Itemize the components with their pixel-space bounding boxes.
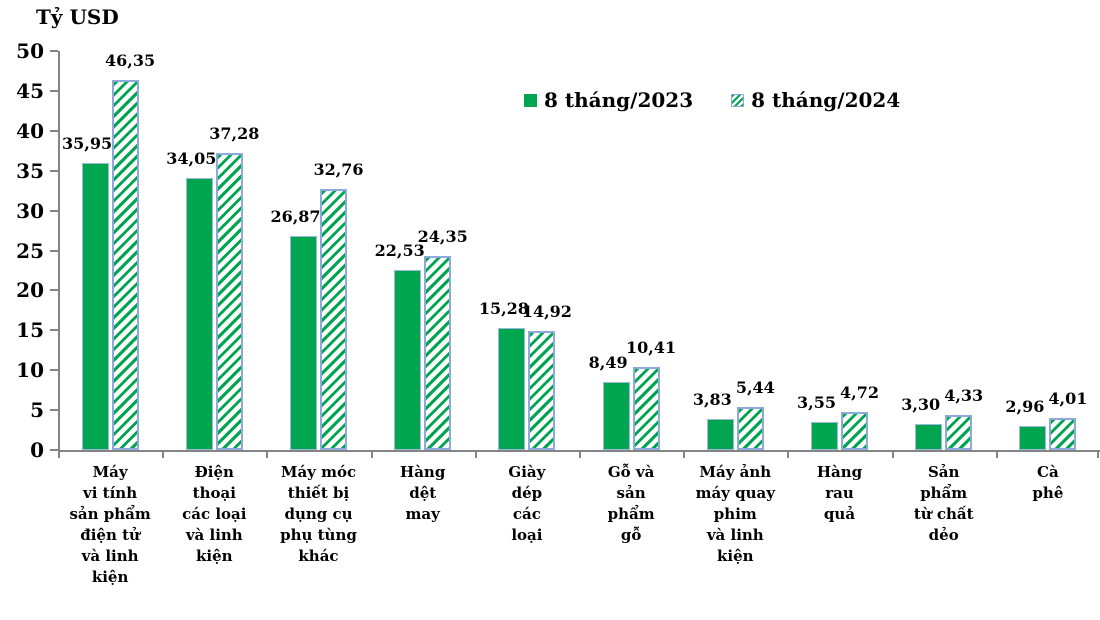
- category-label: Giày dép các loại: [508, 463, 546, 544]
- y-axis-label: 15: [16, 318, 44, 343]
- y-axis-tick: [50, 50, 58, 52]
- category-label: Hàng rau quả: [816, 463, 863, 523]
- x-axis-tick: [787, 450, 790, 458]
- category-label: Điện thoại các loại và linh kiện: [182, 463, 247, 565]
- value-label-2023: 2,96: [1005, 397, 1045, 417]
- value-label-2023: 34,05: [166, 149, 217, 169]
- x-axis-tick: [266, 450, 269, 458]
- value-label-2024: 24,35: [417, 226, 468, 246]
- y-axis-label: 45: [16, 78, 44, 103]
- category-label: Hàng dệt may: [400, 463, 446, 523]
- bar-2024: [632, 366, 660, 450]
- x-axis-tick: [579, 450, 581, 458]
- bar-2024: [320, 188, 347, 450]
- solid-green-square-icon: [524, 93, 537, 107]
- x-axis-tick: [474, 450, 477, 458]
- y-axis-tick: [50, 249, 58, 252]
- y-axis-tick: [50, 409, 58, 412]
- value-label-2024: 46,35: [105, 51, 156, 71]
- y-axis-tick: [50, 289, 58, 292]
- y-axis-label: 30: [16, 198, 44, 223]
- value-label-2024: 10,41: [626, 337, 677, 357]
- bar-2023: [185, 178, 213, 450]
- x-axis-tick: [162, 450, 165, 458]
- value-label-2024: 4,33: [944, 386, 984, 406]
- x-axis-tick: [1097, 450, 1099, 458]
- y-axis-tick: [50, 89, 58, 92]
- hatched-green-square-icon: [731, 93, 745, 107]
- category-label: Gỗ và sản phẩm gỗ: [607, 463, 655, 544]
- y-axis-tick: [50, 129, 58, 132]
- bar-2024: [736, 406, 764, 450]
- y-axis-label: 0: [30, 438, 44, 462]
- y-axis-label: 5: [30, 398, 44, 423]
- x-axis-tick: [683, 450, 686, 458]
- category-label: Máy móc thiết bị dụng cụ phụ tùng khác: [280, 463, 357, 565]
- bar-2024: [945, 415, 973, 450]
- value-label-2024: 14,92: [521, 301, 572, 321]
- bar-2023: [602, 382, 630, 450]
- bar-2024: [1049, 418, 1077, 450]
- bar-2023: [1019, 426, 1047, 450]
- y-axis-label: 40: [16, 118, 44, 143]
- bar-2023: [498, 328, 526, 450]
- y-axis-tick: [50, 449, 58, 451]
- value-label-2023: 22,53: [374, 241, 425, 261]
- legend-item-2024: 8 tháng/2024: [731, 90, 900, 110]
- bar-2023: [811, 421, 838, 450]
- bar-2023: [915, 423, 943, 450]
- x-axis-tick: [891, 450, 894, 458]
- bar-2023: [394, 270, 422, 450]
- legend-label-2024: 8 tháng/2024: [751, 88, 901, 112]
- y-axis-label: 25: [16, 238, 44, 263]
- value-label-2023: 26,87: [270, 206, 321, 226]
- y-axis-label: 20: [16, 278, 44, 303]
- category-label: Máy vi tính sản phẩm điện tử và linh kiệ…: [69, 463, 151, 586]
- legend-item-2023: 8 tháng/2023: [524, 90, 693, 110]
- value-label-2024: 32,76: [313, 159, 364, 179]
- category-label: Sản phẩm từ chất dẻo: [913, 463, 974, 544]
- bar-2024: [424, 255, 452, 450]
- y-axis-tick: [50, 169, 58, 172]
- bar-2023: [290, 235, 317, 450]
- category-label: Cà phê: [1032, 463, 1064, 502]
- bar-2023: [81, 163, 109, 450]
- y-axis-label: 10: [16, 358, 44, 383]
- value-label-2023: 3,55: [797, 392, 836, 412]
- value-label-2024: 37,28: [209, 123, 260, 143]
- value-label-2023: 3,30: [901, 394, 941, 414]
- x-axis-tick: [995, 450, 998, 458]
- value-label-2024: 5,44: [735, 377, 775, 397]
- y-axis-tick: [50, 329, 58, 332]
- bar-2023: [706, 419, 734, 450]
- y-axis-label: 35: [16, 158, 44, 183]
- bar-2024: [215, 152, 243, 450]
- x-axis-tick: [370, 450, 373, 458]
- bar-2024: [841, 412, 868, 450]
- bar-2024: [111, 80, 139, 450]
- x-axis-tick: [58, 450, 60, 458]
- value-label-2024: 4,72: [840, 383, 879, 403]
- y-axis-tick: [50, 369, 58, 372]
- category-label: Máy ảnh máy quay phim và linh kiện: [695, 463, 775, 565]
- value-label-2023: 15,28: [478, 299, 529, 319]
- y-axis-tick: [50, 209, 58, 212]
- y-axis-label: 50: [16, 39, 44, 63]
- value-label-2023: 8,49: [588, 353, 628, 373]
- y-axis-unit-title: Tỷ USD: [36, 5, 119, 29]
- legend: 8 tháng/2023 8 tháng/2024: [524, 90, 900, 110]
- value-label-2023: 35,95: [62, 134, 113, 154]
- value-label-2023: 3,83: [692, 390, 732, 410]
- value-label-2024: 4,01: [1048, 389, 1088, 408]
- legend-label-2023: 8 tháng/2023: [544, 88, 694, 112]
- bar-2024: [528, 330, 556, 450]
